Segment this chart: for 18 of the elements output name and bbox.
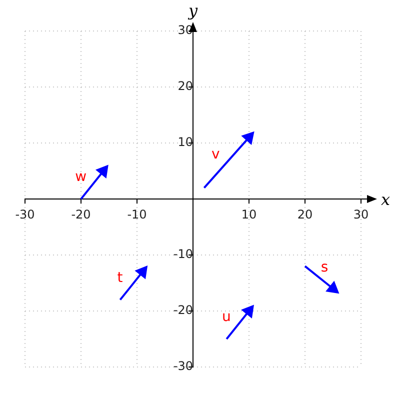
x-tick-label: -10 — [127, 207, 147, 222]
series-label: v — [211, 146, 220, 162]
x-tick-label: 20 — [297, 207, 313, 222]
y-tick-label: -10 — [173, 247, 193, 262]
x-tick-label: 30 — [353, 207, 369, 222]
y-tick-label: 20 — [178, 79, 193, 94]
x-tick-label: -30 — [15, 207, 35, 222]
series-label: s — [320, 260, 328, 276]
x-tick-label: 10 — [241, 207, 257, 222]
x-axis-title: x — [381, 190, 390, 210]
y-tick-label: 10 — [178, 135, 193, 150]
series-label: u — [222, 309, 231, 326]
y-axis-title: y — [187, 1, 198, 20]
series-label: t — [117, 270, 124, 286]
series-label: w — [75, 169, 87, 186]
x-tick-label: -20 — [71, 207, 91, 222]
y-tick-label: -20 — [173, 303, 193, 318]
y-tick-label: -30 — [173, 359, 193, 374]
